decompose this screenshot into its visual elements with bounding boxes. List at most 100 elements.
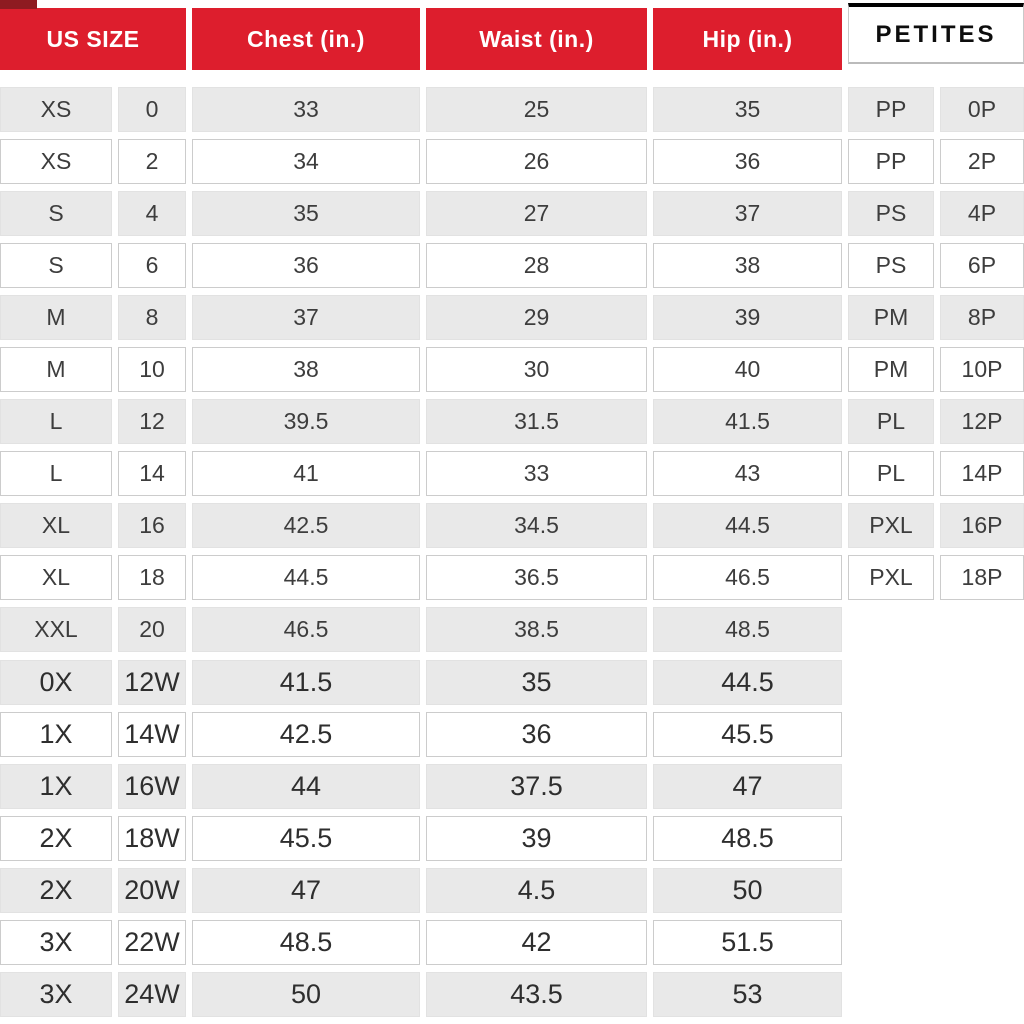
waist-cell: 31.5 [426, 399, 647, 444]
hip-cell: 51.5 [653, 920, 842, 965]
us-size-number-cell: 6 [118, 243, 186, 288]
us-size-number-cell: 16 [118, 503, 186, 548]
us-size-number-cell: 24W [118, 972, 186, 1017]
us-size-letter-cell: S [0, 243, 112, 288]
waist-cell: 36 [426, 712, 647, 757]
chest-cell: 39.5 [192, 399, 420, 444]
waist-cell: 29 [426, 295, 647, 340]
us-size-letter-cell: L [0, 451, 112, 496]
hip-cell: 43 [653, 451, 842, 496]
waist-cell: 28 [426, 243, 647, 288]
petite-letter-cell: PL [848, 399, 934, 444]
petite-letter-cell: PP [848, 87, 934, 132]
hip-cell: 48.5 [653, 816, 842, 861]
plus-size-rows: 0X 12W 41.5 35 44.5 1X 14W 42.5 36 45.5 1X 16W 44 37.… [0, 660, 1024, 1017]
waist-cell: 35 [426, 660, 647, 705]
petite-number-cell: 8P [940, 295, 1024, 340]
hip-cell: 41.5 [653, 399, 842, 444]
chest-cell: 48.5 [192, 920, 420, 965]
chest-cell: 42.5 [192, 503, 420, 548]
hip-cell: 44.5 [653, 503, 842, 548]
chest-cell: 50 [192, 972, 420, 1017]
petite-letter-cell: PXL [848, 555, 934, 600]
hip-cell: 44.5 [653, 660, 842, 705]
petite-number-cell: 2P [940, 139, 1024, 184]
us-size-letter-cell: 1X [0, 712, 112, 757]
waist-cell: 26 [426, 139, 647, 184]
chest-cell: 41 [192, 451, 420, 496]
chest-cell: 37 [192, 295, 420, 340]
header-chest: Chest (in.) [192, 8, 420, 70]
petite-number-cell: 0P [940, 87, 1024, 132]
petite-number-cell: 16P [940, 503, 1024, 548]
us-size-number-cell: 4 [118, 191, 186, 236]
hip-cell: 39 [653, 295, 842, 340]
us-size-number-cell: 18 [118, 555, 186, 600]
table-header-row: US SIZE Chest (in.) Waist (in.) Hip (in.… [0, 0, 1024, 70]
us-size-letter-cell: XXL [0, 607, 112, 652]
chest-cell: 34 [192, 139, 420, 184]
waist-cell: 4.5 [426, 868, 647, 913]
us-size-number-cell: 10 [118, 347, 186, 392]
us-size-number-cell: 0 [118, 87, 186, 132]
chest-cell: 46.5 [192, 607, 420, 652]
us-size-number-cell: 8 [118, 295, 186, 340]
petite-number-cell: 14P [940, 451, 1024, 496]
petite-number-cell: 18P [940, 555, 1024, 600]
petite-number-cell: 4P [940, 191, 1024, 236]
us-size-letter-cell: XL [0, 503, 112, 548]
hip-cell: 50 [653, 868, 842, 913]
regular-size-rows: XS 0 33 25 35 PP 0P XS 2 34 26 36 PP 2P S 4 35 27 37 PS 4P S 6… [0, 87, 1024, 652]
hip-cell: 35 [653, 87, 842, 132]
waist-cell: 30 [426, 347, 647, 392]
hip-cell: 47 [653, 764, 842, 809]
us-size-letter-cell: 2X [0, 868, 112, 913]
petite-number-cell: 12P [940, 399, 1024, 444]
waist-cell: 43.5 [426, 972, 647, 1017]
us-size-letter-cell: 2X [0, 816, 112, 861]
us-size-letter-cell: XL [0, 555, 112, 600]
chest-cell: 36 [192, 243, 420, 288]
us-size-letter-cell: XS [0, 87, 112, 132]
us-size-letter-cell: L [0, 399, 112, 444]
chest-cell: 42.5 [192, 712, 420, 757]
corner-crop-artifact [0, 0, 37, 9]
us-size-number-cell: 20W [118, 868, 186, 913]
chest-cell: 44 [192, 764, 420, 809]
petite-letter-cell: PM [848, 295, 934, 340]
chest-cell: 41.5 [192, 660, 420, 705]
waist-cell: 37.5 [426, 764, 647, 809]
petite-letter-cell: PS [848, 243, 934, 288]
header-petites: PETITES [848, 3, 1024, 64]
us-size-letter-cell: M [0, 295, 112, 340]
hip-cell: 46.5 [653, 555, 842, 600]
us-size-number-cell: 12W [118, 660, 186, 705]
us-size-letter-cell: S [0, 191, 112, 236]
hip-cell: 36 [653, 139, 842, 184]
petite-number-cell: 6P [940, 243, 1024, 288]
waist-cell: 42 [426, 920, 647, 965]
us-size-letter-cell: 0X [0, 660, 112, 705]
hip-cell: 37 [653, 191, 842, 236]
hip-cell: 45.5 [653, 712, 842, 757]
chest-cell: 33 [192, 87, 420, 132]
hip-cell: 48.5 [653, 607, 842, 652]
hip-cell: 40 [653, 347, 842, 392]
us-size-letter-cell: XS [0, 139, 112, 184]
chest-cell: 38 [192, 347, 420, 392]
waist-cell: 39 [426, 816, 647, 861]
chest-cell: 44.5 [192, 555, 420, 600]
us-size-number-cell: 12 [118, 399, 186, 444]
us-size-letter-cell: M [0, 347, 112, 392]
chest-cell: 35 [192, 191, 420, 236]
us-size-number-cell: 20 [118, 607, 186, 652]
us-size-number-cell: 16W [118, 764, 186, 809]
petite-letter-cell: PP [848, 139, 934, 184]
waist-cell: 33 [426, 451, 647, 496]
header-us-size: US SIZE [0, 8, 186, 70]
chest-cell: 47 [192, 868, 420, 913]
waist-cell: 34.5 [426, 503, 647, 548]
us-size-letter-cell: 1X [0, 764, 112, 809]
us-size-number-cell: 14W [118, 712, 186, 757]
